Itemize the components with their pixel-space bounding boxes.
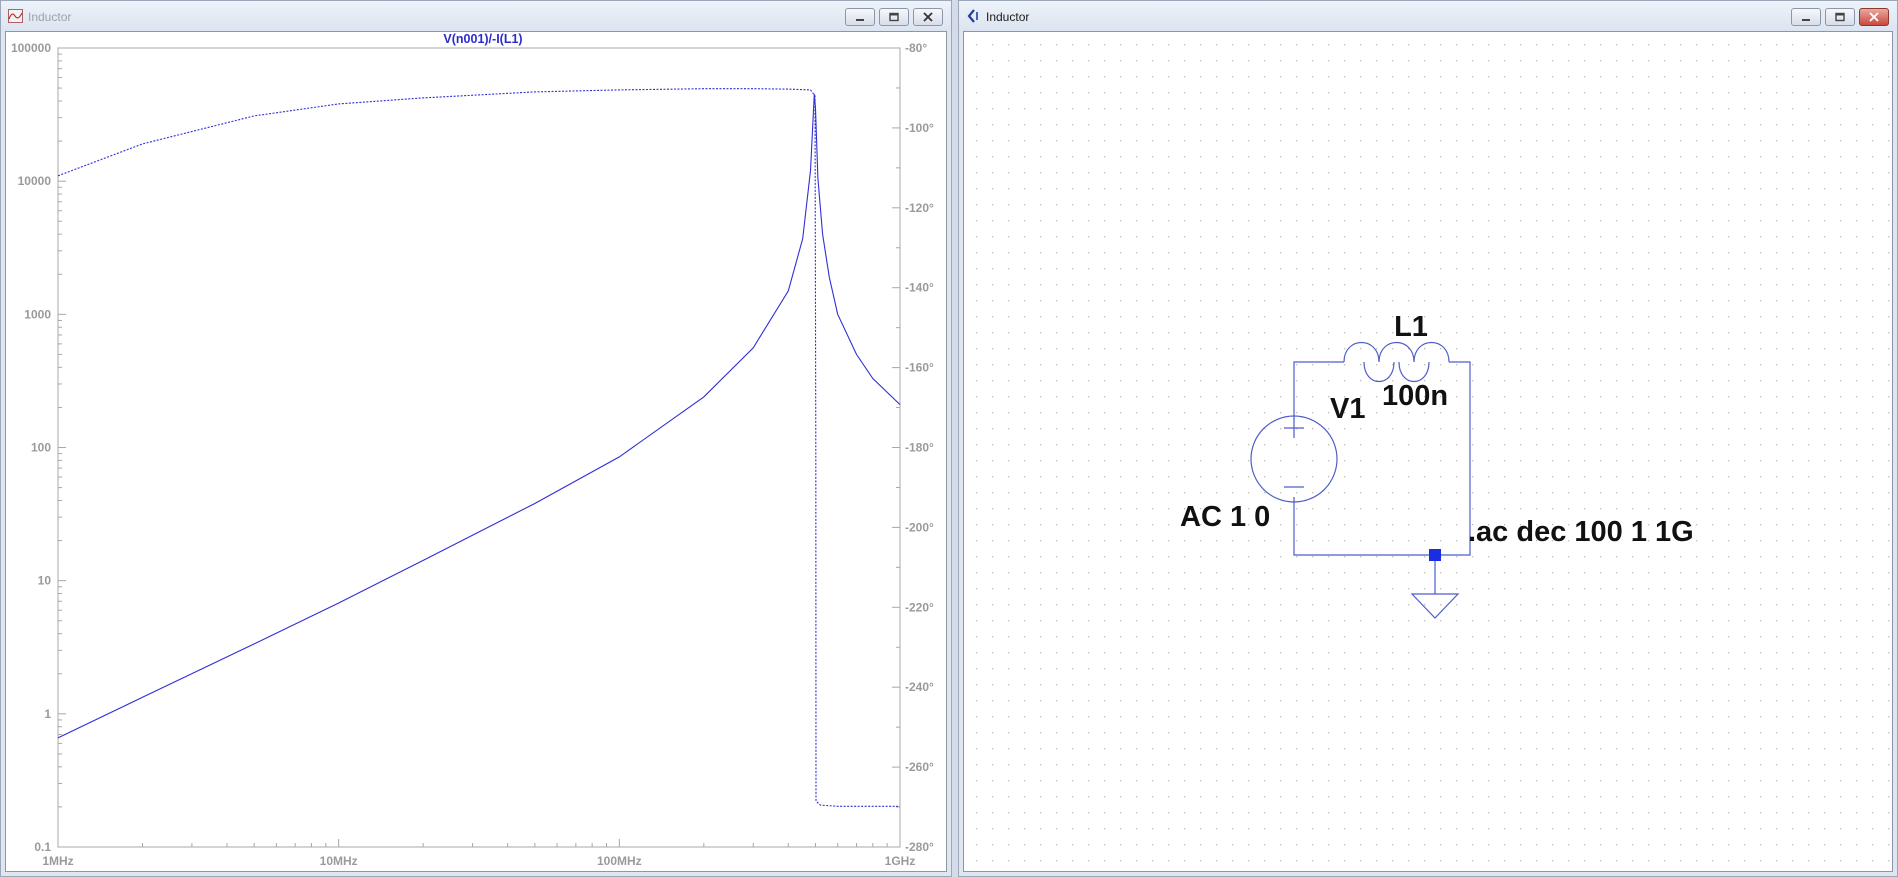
y-left-tick-label: 1: [44, 707, 51, 721]
waveform-window[interactable]: Inductor V(n001)/-I(L1) 1MHz 10MHz 100MHz 1…: [0, 0, 952, 877]
minimize-button[interactable]: [845, 8, 875, 26]
minimize-icon: [1802, 19, 1810, 21]
axis-labels: 1MHz 10MHz 100MHz 1GHz 100000 10000 1000 100 10 1…: [11, 41, 934, 868]
voltage-source-v1[interactable]: [1250, 415, 1338, 503]
ground-icon: [1410, 593, 1460, 619]
minimize-icon: [856, 19, 864, 21]
y-right-tick-label: -200°: [905, 520, 934, 534]
y-left-tick-label: 100: [31, 441, 51, 455]
y-right-tick-label: -140°: [905, 281, 934, 295]
plot-title[interactable]: V(n001)/-I(L1): [443, 32, 522, 46]
y-left-tick-label: 1000: [24, 307, 51, 321]
y-right-tick-label: -220°: [905, 600, 934, 614]
y-left-tick-label: 10000: [18, 174, 52, 188]
wire-left-top[interactable]: [1293, 361, 1344, 420]
x-tick-label: 1GHz: [885, 854, 916, 868]
x-tick-label: 10MHz: [320, 854, 358, 868]
restore-icon: [889, 12, 899, 22]
schematic-titlebar[interactable]: Inductor: [959, 1, 1897, 31]
inductor-l1[interactable]: [1343, 341, 1450, 383]
y-left-tick-label: 100000: [11, 41, 51, 55]
close-icon: [923, 12, 933, 22]
restore-button[interactable]: [1825, 8, 1855, 26]
dot-grid: [964, 32, 1894, 873]
close-button[interactable]: [1859, 8, 1889, 26]
schematic-window-title: Inductor: [986, 10, 1030, 24]
spice-directive[interactable]: .ac dec 100 1 1G: [1468, 516, 1694, 548]
bode-plot[interactable]: V(n001)/-I(L1) 1MHz 10MHz 100MHz 1GHz100000…: [6, 32, 948, 873]
x-tick-label: 100MHz: [597, 854, 642, 868]
y-right-tick-label: -160°: [905, 361, 934, 375]
schematic-window[interactable]: Inductor: [958, 0, 1898, 877]
junction-dot: [1429, 549, 1441, 561]
inductor-ref-label[interactable]: L1: [1394, 311, 1428, 343]
restore-icon: [1835, 12, 1845, 22]
minimize-button[interactable]: [1791, 8, 1821, 26]
close-button[interactable]: [913, 8, 943, 26]
source-value-label[interactable]: AC 1 0: [1180, 501, 1270, 533]
phase-trace[interactable]: [57, 88, 900, 807]
x-tick-label: 1MHz: [42, 854, 73, 868]
y-left-tick-label: 0.1: [34, 840, 51, 854]
y-right-tick-label: -100°: [905, 121, 934, 135]
plot-traces: [57, 88, 901, 807]
schematic-canvas[interactable]: L1 100n V1 AC 1 0 .ac dec 100 1 1G: [963, 31, 1894, 873]
y-right-tick-label: -280°: [905, 840, 934, 854]
waveform-titlebar[interactable]: Inductor: [1, 1, 951, 31]
y-right-tick-label: -240°: [905, 680, 934, 694]
waveform-app-icon: [8, 9, 23, 23]
schematic-drawing[interactable]: L1 100n V1 AC 1 0 .ac dec 100 1 1G: [964, 32, 1894, 873]
plot-frame: [57, 47, 901, 848]
close-icon: [1869, 12, 1879, 22]
y-right-tick-label: -80°: [905, 41, 927, 55]
plot-pane[interactable]: V(n001)/-I(L1) 1MHz 10MHz 100MHz 1GHz 100000…: [5, 31, 947, 872]
inductor-value-label[interactable]: 100n: [1382, 380, 1448, 412]
y-right-tick-label: -260°: [905, 760, 934, 774]
restore-button[interactable]: [879, 8, 909, 26]
y-right-tick-label: -180°: [905, 441, 934, 455]
schematic-app-icon: [967, 9, 978, 23]
y-left-tick-label: 10: [38, 574, 52, 588]
wire-right-bottom[interactable]: [1293, 361, 1471, 556]
ground-symbol[interactable]: [1410, 593, 1460, 619]
y-right-tick-label: -120°: [905, 201, 934, 215]
waveform-window-title: Inductor: [28, 10, 72, 24]
source-ref-label[interactable]: V1: [1330, 393, 1365, 425]
magnitude-trace[interactable]: [57, 94, 901, 739]
plus-icon: [1284, 418, 1304, 438]
axis-ticks: [57, 47, 901, 848]
